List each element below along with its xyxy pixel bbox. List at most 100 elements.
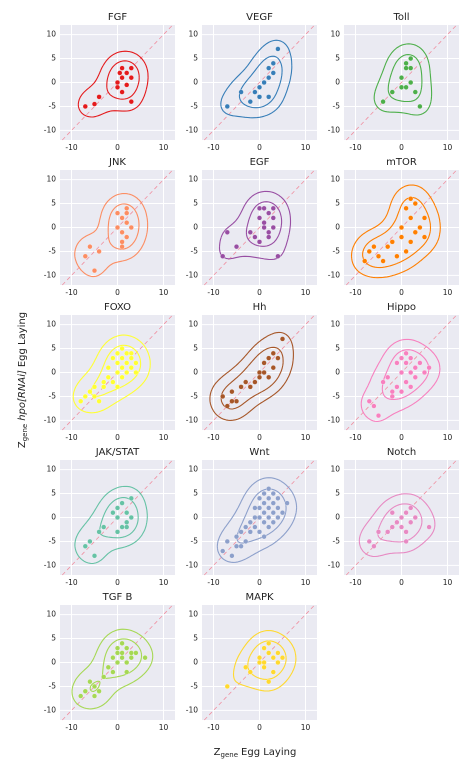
identity-line: [204, 24, 315, 141]
scatter-point: [270, 365, 276, 371]
y-tick-label: -10: [44, 270, 56, 279]
x-tick-label: -10: [207, 143, 219, 152]
scatter-point: [389, 510, 395, 516]
scatter-point: [238, 384, 244, 390]
scatter-point: [124, 659, 130, 666]
scatter-point: [408, 196, 414, 202]
scatter-point: [408, 215, 414, 221]
panel: JNK -10 0 10 -10 -5 0 5 10: [44, 157, 175, 297]
y-tick-label: -10: [44, 415, 56, 424]
y-tick-label: 0: [51, 78, 56, 87]
scatter-point: [398, 355, 405, 361]
density-contour: [238, 55, 283, 109]
scatter-point: [233, 543, 240, 549]
scatter-point: [394, 360, 400, 366]
scatter-point: [128, 655, 134, 661]
scatter-point: [261, 79, 267, 86]
scatter-point: [238, 529, 244, 535]
scatter-point: [124, 205, 130, 211]
density-contour: [236, 488, 287, 544]
scatter-point: [366, 248, 372, 255]
panel-title: Hh: [253, 302, 267, 313]
scatter-point: [412, 229, 418, 235]
scatter-point: [408, 55, 414, 62]
x-tick-label: 10: [443, 433, 453, 442]
scatter-point: [128, 365, 134, 371]
scatter-point: [366, 398, 372, 404]
x-tick-label: 0: [115, 723, 120, 732]
scatter-point: [82, 688, 88, 694]
scatter-point: [128, 224, 134, 231]
y-tick-label: -5: [49, 391, 57, 400]
scatter-point: [105, 374, 111, 380]
scatter-point: [124, 234, 130, 240]
y-tick-label: -10: [44, 705, 56, 714]
scatter-point: [275, 659, 281, 666]
y-tick-label: -5: [191, 101, 199, 110]
scatter-point: [389, 389, 395, 395]
scatter-point: [270, 500, 276, 506]
scatter-point: [124, 220, 130, 226]
x-label-subscript: gene: [221, 751, 239, 759]
scatter-point: [266, 650, 272, 656]
y-tick-label: -5: [333, 391, 341, 400]
scatter-point: [124, 669, 130, 675]
scatter-point: [394, 253, 400, 259]
y-tick-label: 10: [46, 320, 56, 329]
scatter-point: [261, 369, 267, 376]
y-tick-label: -10: [186, 560, 198, 569]
x-tick-label: -10: [65, 723, 77, 732]
scatter-point: [119, 215, 125, 221]
density-contour: [220, 39, 293, 119]
y-tick-label: -10: [44, 125, 56, 134]
scatter-point: [270, 510, 276, 516]
x-tick-label: -10: [65, 288, 77, 297]
density-contour: [106, 60, 140, 100]
scatter-point: [394, 519, 400, 525]
scatter-point: [275, 650, 281, 656]
y-tick-label: -10: [328, 125, 340, 134]
y-tick-label: 10: [330, 175, 340, 184]
panel: TGF B -10 0 10 -10 -5 0 5 10: [44, 592, 175, 732]
density-contour: [350, 184, 441, 279]
scatter-point: [247, 669, 253, 675]
x-tick-label: 10: [159, 288, 169, 297]
x-tick-label: 0: [399, 578, 404, 587]
y-tick-label: 10: [330, 30, 340, 39]
x-tick-label: -10: [349, 288, 361, 297]
x-tick-label: 0: [257, 433, 262, 442]
panel-title: FOXO: [104, 302, 131, 313]
density-contour: [245, 201, 283, 247]
scatter-point: [275, 355, 281, 361]
scatter-point: [91, 101, 98, 107]
scatter-point: [133, 650, 139, 656]
panel: mTOR -10 0 10 -10 -5 0 5 10: [328, 157, 459, 297]
density-contour: [74, 192, 149, 278]
scatter-point: [114, 79, 121, 86]
scatter-point: [252, 505, 258, 511]
panel-title: mTOR: [386, 157, 417, 168]
scatter-point: [114, 650, 121, 656]
scatter-point: [229, 389, 235, 395]
scatter-point: [266, 505, 272, 511]
scatter-point: [82, 393, 88, 400]
scatter-point: [119, 650, 125, 656]
y-tick-label: -10: [44, 560, 56, 569]
y-tick-label: 10: [188, 320, 198, 329]
scatter-point: [124, 369, 130, 376]
y-tick-label: -10: [328, 415, 340, 424]
scatter-point: [224, 403, 230, 409]
density-contour: [360, 338, 441, 422]
density-contour: [77, 50, 149, 118]
scatter-point: [82, 103, 88, 110]
y-tick-label: 10: [188, 465, 198, 474]
scatter-point: [266, 514, 272, 521]
x-tick-label: -10: [65, 143, 77, 152]
scatter-point: [256, 374, 263, 380]
y-tick-label: -5: [49, 681, 57, 690]
scatter-point: [389, 393, 395, 400]
scatter-point: [124, 210, 130, 216]
panel-title: JNK: [108, 157, 126, 168]
x-tick-label: 0: [257, 288, 262, 297]
scatter-point: [91, 553, 98, 559]
